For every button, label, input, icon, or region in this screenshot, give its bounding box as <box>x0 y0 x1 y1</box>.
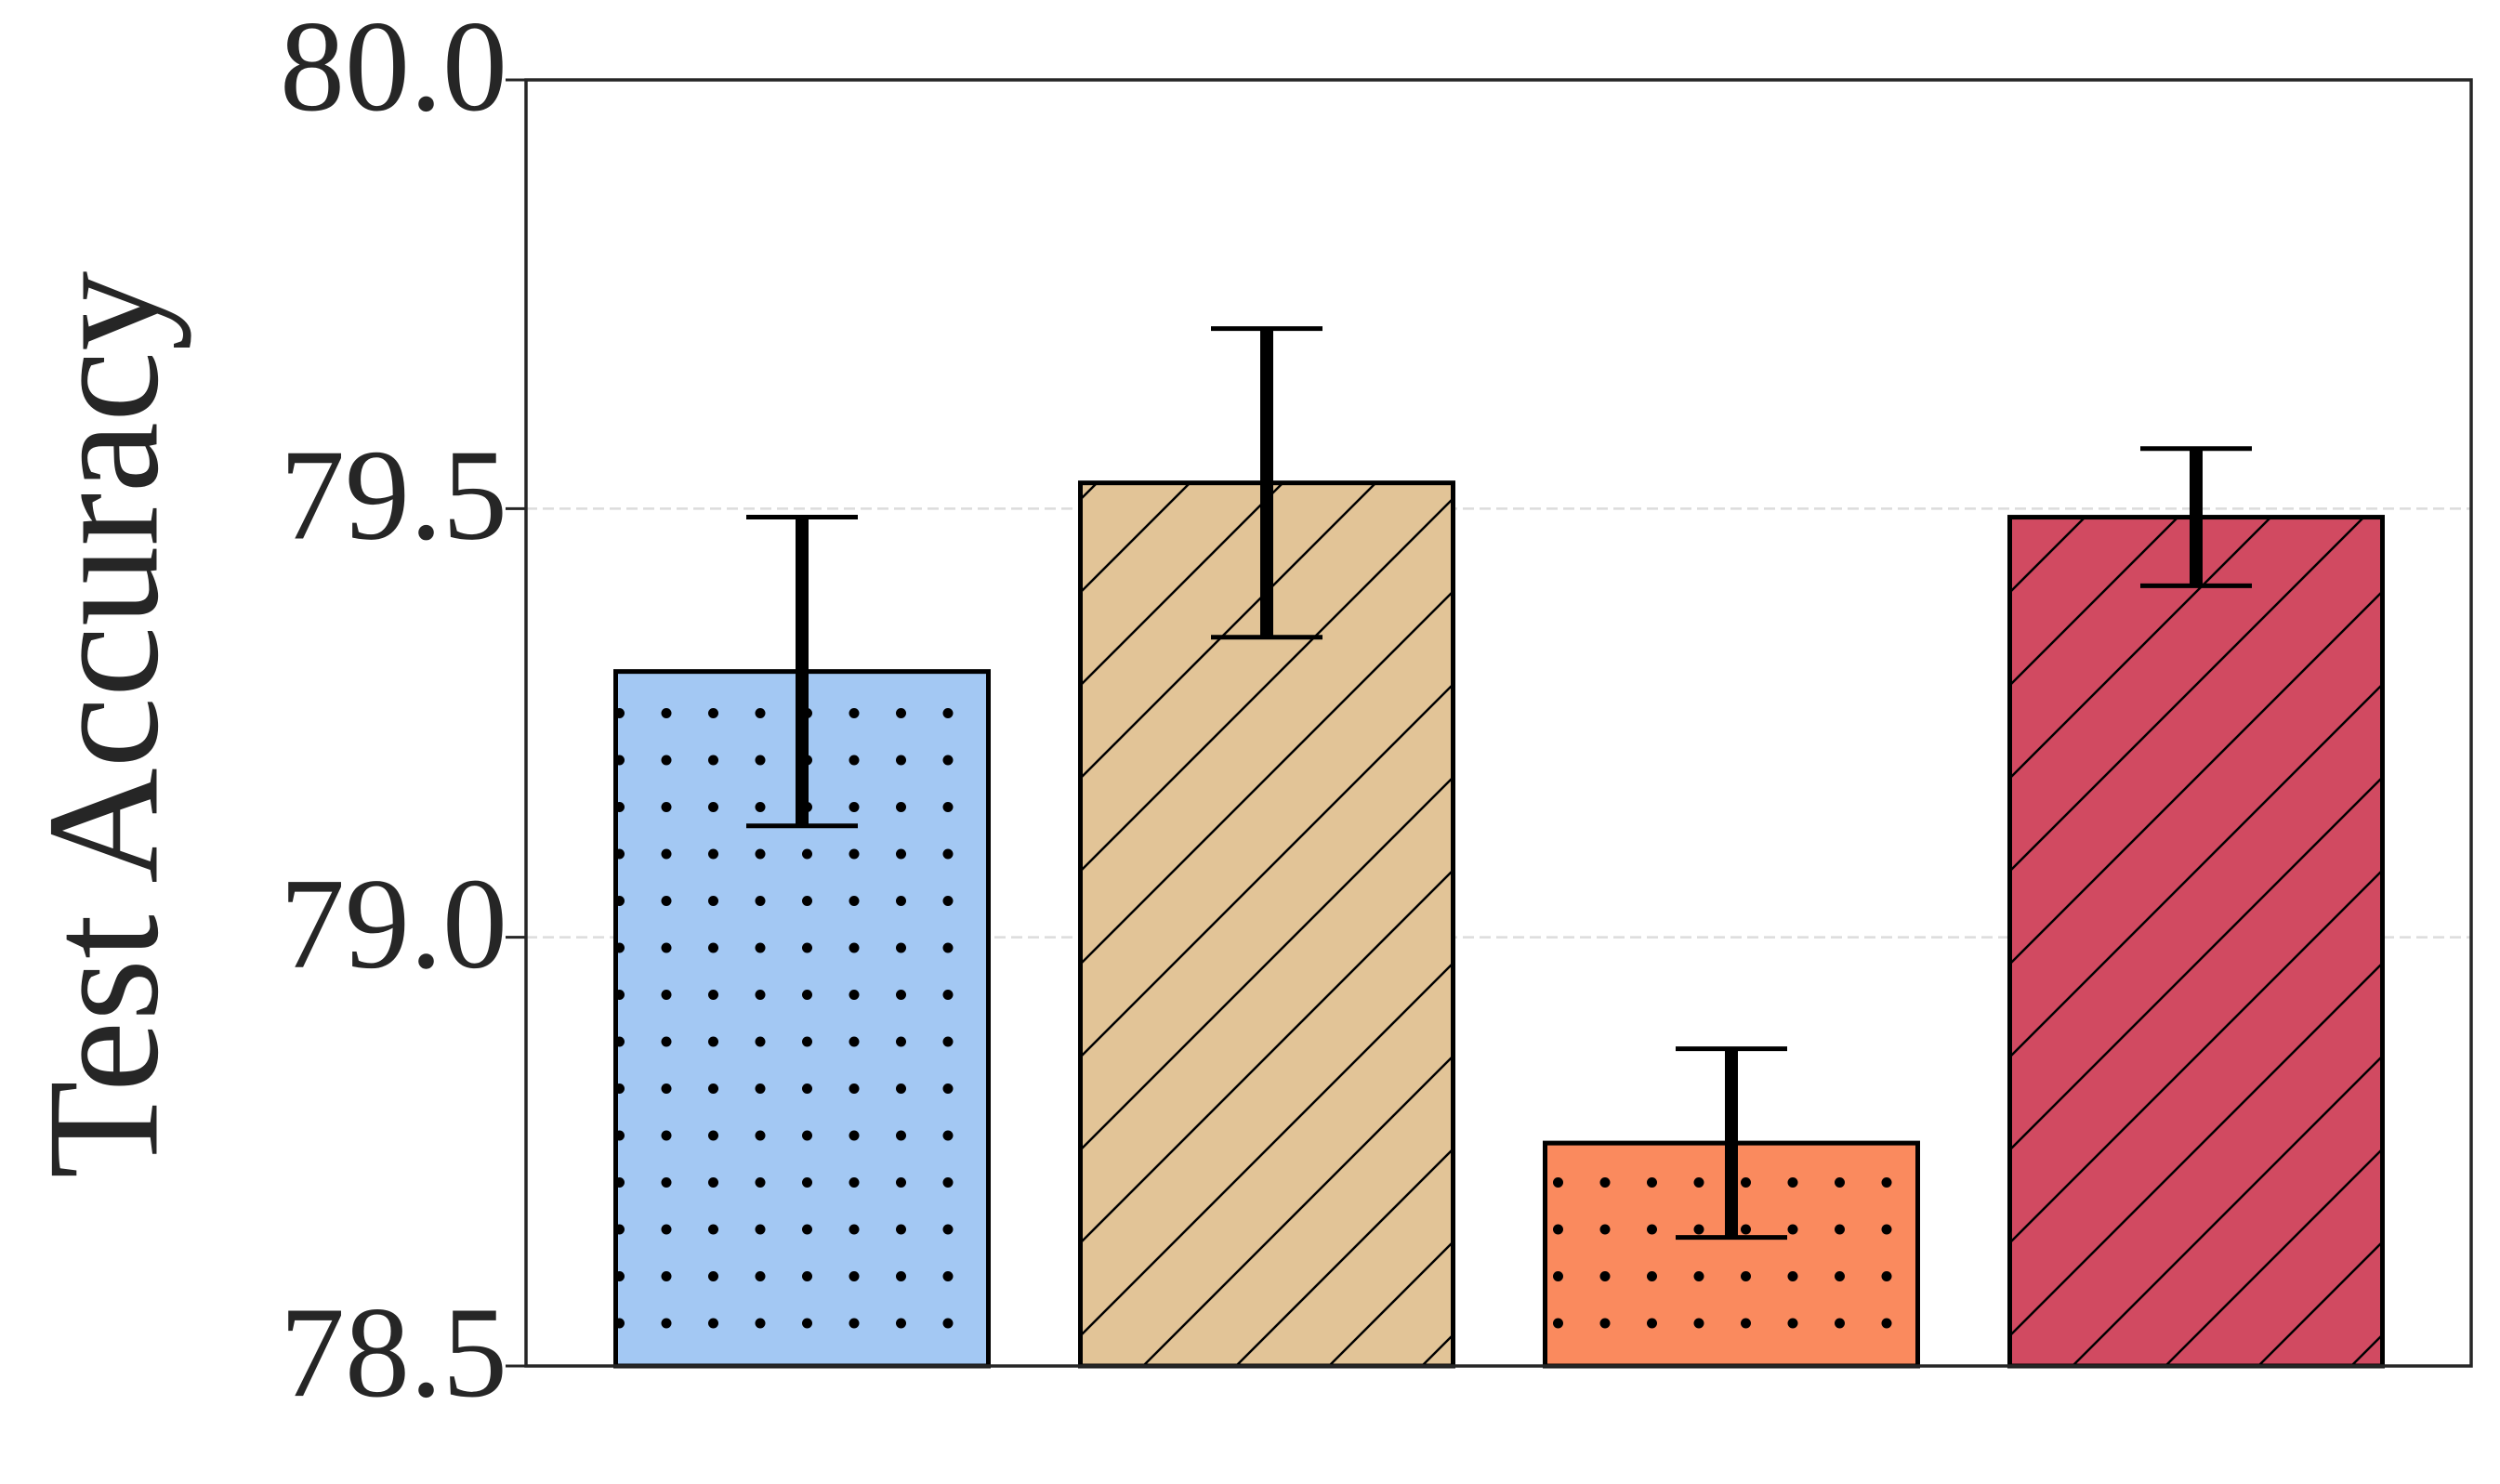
y-tick-label: 79.0 <box>280 852 507 996</box>
bar-hatch <box>2007 515 2385 1369</box>
y-tick-label: 80.0 <box>280 0 507 138</box>
y-tick-label: 79.5 <box>280 423 507 567</box>
y-axis-label: Test Accuracy <box>15 271 191 1179</box>
y-tick-label: 78.5 <box>280 1280 507 1425</box>
plot-frame <box>524 78 2473 1368</box>
